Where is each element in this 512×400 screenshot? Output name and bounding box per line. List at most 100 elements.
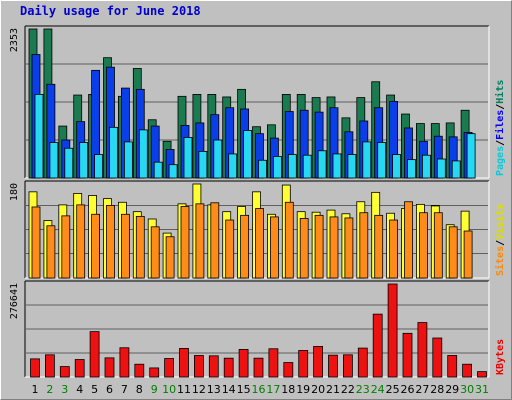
bar-pages-day-9 [153,161,163,179]
bar-kbytes-day-10 [164,358,175,378]
bar-kbytes-day-15 [238,349,249,378]
x-tick-label-day-23: 23 [356,383,370,396]
bar-pages-day-30 [466,133,476,179]
bar-kbytes-day-22 [342,354,353,378]
bar-sites-day-4 [76,204,86,279]
bar-sites-day-16 [255,208,264,279]
bar-pages-day-20 [317,150,327,179]
bar-pages-day-16 [258,159,267,179]
bar-pages-day-23 [362,141,372,179]
bar-sites-day-3 [61,215,71,279]
bar-sites-day-5 [91,213,100,279]
bar-kbytes-day-19 [298,350,309,378]
bar-pages-day-26 [407,159,416,179]
bar-sites-day-19 [299,218,309,279]
bar-sites-day-17 [269,216,279,279]
bar-pages-day-25 [392,154,402,179]
bar-sites-day-22 [344,217,354,279]
axis-legend-kbytes: KBytes [495,339,506,375]
x-tick-label-day-20: 20 [311,383,325,396]
legend-part: Visits [494,204,506,240]
bar-sites-day-13 [210,202,220,279]
bar-sites-day-25 [389,219,399,279]
legend-part: KBytes [495,339,506,375]
bar-kbytes-day-26 [402,332,413,378]
x-tick-label-day-1: 1 [32,383,39,396]
bar-kbytes-day-5 [89,331,100,378]
bar-pages-day-11 [183,137,193,179]
bar-kbytes-day-20 [313,346,324,378]
x-tick-label-day-11: 11 [177,383,191,396]
x-tick-label-day-30: 30 [460,383,474,396]
bar-sites-day-12 [195,203,205,279]
legend-part: Files [494,110,506,140]
bar-sites-day-28 [433,212,443,279]
bar-pages-day-24 [377,142,387,179]
x-tick-label-day-16: 16 [252,383,266,396]
bar-pages-day-19 [302,154,312,179]
x-tick-label-day-12: 12 [192,383,206,396]
bar-kbytes-day-3 [59,366,70,378]
x-tick-label-day-14: 14 [222,383,236,396]
ymax-label-hits-files-pages: 2353 [9,28,20,52]
bar-pages-day-28 [436,158,446,179]
bar-kbytes-day-12 [193,355,204,378]
bar-kbytes-day-24 [372,313,383,378]
bar-kbytes-day-29 [447,355,458,378]
bar-pages-day-3 [64,147,74,179]
x-tick-label-day-4: 4 [76,383,83,396]
legend-part: / [495,140,506,146]
bar-pages-day-29 [451,160,461,179]
x-tick-label-day-28: 28 [430,383,444,396]
bar-kbytes-day-17 [268,348,279,378]
bar-sites-day-14 [225,219,235,279]
bar-pages-day-22 [347,154,357,179]
bar-kbytes-day-27 [417,322,428,378]
bar-kbytes-day-18 [283,362,294,378]
bar-sites-day-6 [106,205,115,279]
bar-sites-day-11 [180,206,190,279]
bar-kbytes-day-23 [357,347,368,378]
x-tick-label-day-18: 18 [281,383,295,396]
bar-pages-day-18 [287,154,297,179]
bar-kbytes-day-9 [149,367,160,378]
bar-sites-day-20 [314,214,324,279]
bar-kbytes-day-25 [387,283,398,378]
x-tick-label-day-13: 13 [207,383,221,396]
bar-pages-day-5 [94,154,103,179]
chart-title: Daily usage for June 2018 [20,4,201,18]
ymax-label-kbytes: 276641 [9,283,20,319]
bar-pages-day-27 [421,154,431,179]
bar-pages-day-4 [79,142,89,179]
x-tick-label-day-7: 7 [121,383,128,396]
bar-sites-day-29 [448,226,458,279]
bar-pages-day-14 [228,153,238,179]
bar-sites-day-18 [284,201,294,279]
x-tick-label-day-21: 21 [326,383,340,396]
bar-pages-day-1 [34,94,44,179]
x-tick-label-day-2: 2 [46,383,53,396]
bar-kbytes-day-11 [179,348,189,378]
legend-part: Hits [494,80,506,104]
bar-kbytes-day-13 [208,355,219,378]
bar-pages-day-12 [198,151,208,179]
bar-kbytes-day-30 [462,363,473,378]
bar-pages-day-7 [124,141,133,179]
x-tick-label-day-17: 17 [266,383,280,396]
bar-kbytes-day-28 [432,337,443,378]
bar-kbytes-day-8 [134,363,145,378]
bar-pages-day-10 [168,164,178,179]
x-tick-label-day-10: 10 [162,383,176,396]
bar-kbytes-day-6 [104,357,115,378]
ymax-label-visits-sites: 180 [9,183,20,201]
bar-kbytes-day-31 [477,371,487,378]
bar-sites-day-2 [46,225,56,279]
x-tick-label-day-19: 19 [296,383,310,396]
x-tick-label-day-24: 24 [371,383,385,396]
axis-legend-visits-sites: Sites/Visits [494,204,506,276]
x-tick-label-day-8: 8 [136,383,143,396]
bar-pages-day-15 [243,130,253,179]
bar-pages-day-17 [272,156,282,179]
x-tick-label-day-22: 22 [341,383,355,396]
x-tick-label-day-26: 26 [401,383,415,396]
